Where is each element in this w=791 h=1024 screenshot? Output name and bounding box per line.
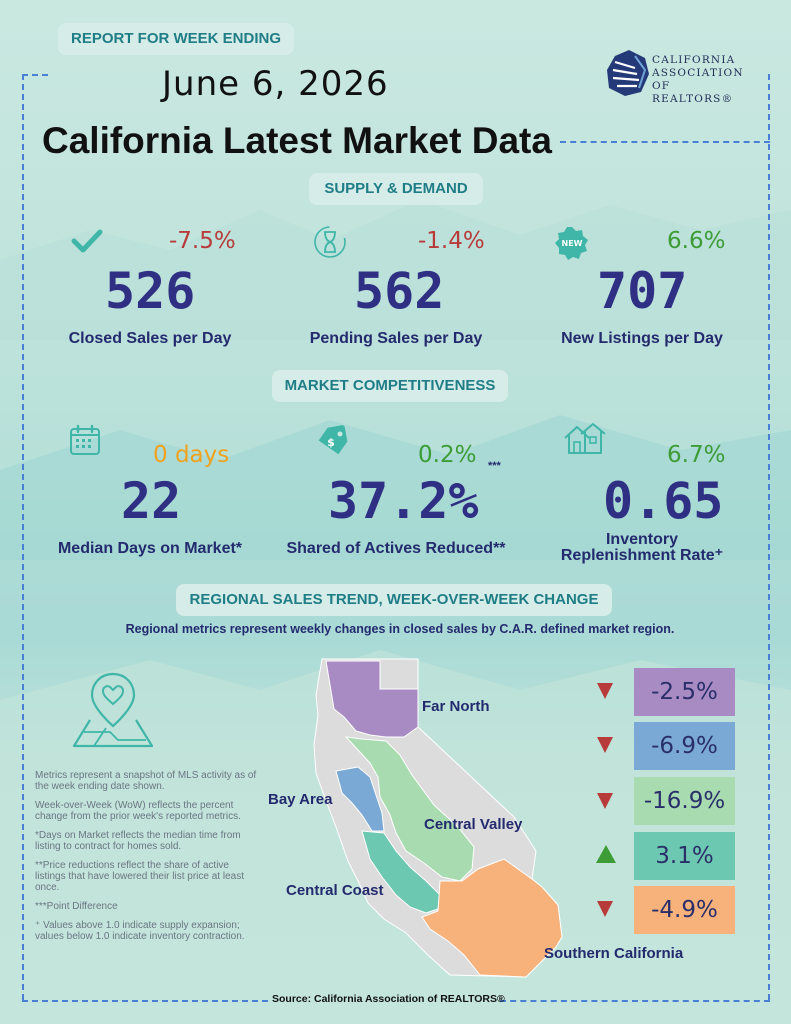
median-days-label: Median Days on Market* (57, 540, 243, 557)
svg-text:NEW: NEW (562, 239, 583, 248)
footnote-2: Week-over-Week (WoW) reflects the percen… (35, 800, 241, 822)
map-region-bay-area (335, 766, 385, 832)
dashed-frame-bottom-left (22, 1000, 268, 1002)
dashed-frame (22, 74, 770, 1000)
region-label-bay-area: Bay Area (268, 791, 333, 808)
inventory-replenishment-label: Inventory Replenishment Rate⁺ (522, 532, 762, 564)
hourglass-icon (314, 226, 346, 258)
logo-line-1: CALIFORNIA (652, 54, 736, 66)
trend-up-icon (596, 845, 616, 863)
footnote-4: **Price reductions reflect the share of … (35, 860, 244, 893)
trend-down-icon (597, 737, 613, 753)
pending-sales-change: -1.4% (418, 228, 485, 254)
new-listings-value: 707 (597, 262, 688, 320)
supply-demand-section-label: SUPPLY & DEMAND (309, 173, 483, 205)
houses-icon (564, 423, 606, 454)
car-logo: CALIFORNIA ASSOCIATION OF REALTORS® (605, 48, 755, 105)
pending-sales-value: 562 (354, 262, 445, 320)
inventory-label-line2: Replenishment Rate⁺ (560, 547, 724, 564)
closed-sales-change: -7.5% (169, 228, 236, 254)
page-title: California Latest Market Data (42, 120, 552, 161)
trend-bay-area: -6.9% (634, 722, 735, 770)
map-heart-pin-icon (72, 672, 154, 748)
dashed-frame-top-left (22, 74, 48, 76)
closed-sales-value: 526 (105, 262, 196, 320)
dashed-frame-bottom-right (500, 1000, 770, 1002)
footnote-5: ***Point Difference (35, 901, 118, 912)
market-competitiveness-section-label: MARKET COMPETITIVENESS (272, 370, 508, 402)
checkmark-icon (71, 229, 103, 253)
inventory-label-line1: Inventory (605, 531, 678, 548)
trend-down-icon (597, 683, 613, 699)
logo-line-2: ASSOCIATION (652, 67, 744, 79)
actives-reduced-change: 0.2% (418, 442, 477, 468)
trend-central-valley: -16.9% (634, 777, 735, 825)
pending-sales-label: Pending Sales per Day (309, 330, 483, 347)
trend-down-icon (597, 793, 613, 809)
regional-subtitle: Regional metrics represent weekly change… (125, 622, 675, 636)
footnote-1: Metrics represent a snapshot of MLS acti… (35, 770, 257, 792)
svg-text:$: $ (327, 436, 335, 449)
trend-central-coast: 3.1% (634, 832, 735, 880)
new-badge-icon: NEW (555, 227, 588, 260)
trend-southern-california: -4.9% (634, 886, 735, 934)
regional-sales-section-label: REGIONAL SALES TREND, WEEK-OVER-WEEK CHA… (176, 584, 612, 616)
median-days-value: 22 (121, 472, 182, 530)
actives-reduced-note: *** (488, 460, 501, 472)
new-listings-label: New Listings per Day (561, 330, 723, 347)
region-label-central-valley: Central Valley (424, 816, 523, 833)
logo-line-3: OF REALTORS® (652, 80, 734, 105)
map-region-southern-california (421, 858, 563, 978)
region-label-southern-california: Southern California (544, 945, 684, 962)
region-label-far-north: Far North (422, 698, 490, 715)
footnote-3: *Days on Market reflects the median time… (35, 830, 241, 852)
footnotes: Metrics represent a snapshot of MLS acti… (35, 770, 260, 950)
price-tag-icon: $ (318, 425, 348, 455)
closed-sales-label: Closed Sales per Day (68, 330, 232, 347)
report-week-label: REPORT FOR WEEK ENDING (58, 23, 294, 55)
car-logo-text: CALIFORNIA ASSOCIATION OF REALTORS® (652, 54, 755, 106)
median-days-change: 0 days (153, 442, 230, 468)
calendar-icon (70, 424, 100, 455)
trend-far-north: -2.5% (634, 668, 735, 716)
footnote-6: ⁺ Values above 1.0 indicate supply expan… (35, 920, 245, 942)
car-logo-mark-icon (607, 50, 649, 96)
inventory-replenishment-change: 6.7% (667, 442, 726, 468)
map-region-far-north (325, 660, 419, 738)
actives-reduced-label: Shared of Actives Reduced** (286, 540, 506, 557)
inventory-replenishment-value: 0.65 (603, 472, 724, 530)
trend-down-icon (597, 901, 613, 917)
region-label-central-coast: Central Coast (286, 882, 384, 899)
new-listings-change: 6.6% (667, 228, 726, 254)
dashed-frame-top-right (560, 141, 770, 143)
actives-reduced-value: 37.2% (328, 472, 479, 530)
california-region-map (313, 658, 563, 978)
report-date: June 6, 2026 (162, 64, 389, 104)
source-credit: Source: California Association of REALTO… (272, 993, 505, 1005)
